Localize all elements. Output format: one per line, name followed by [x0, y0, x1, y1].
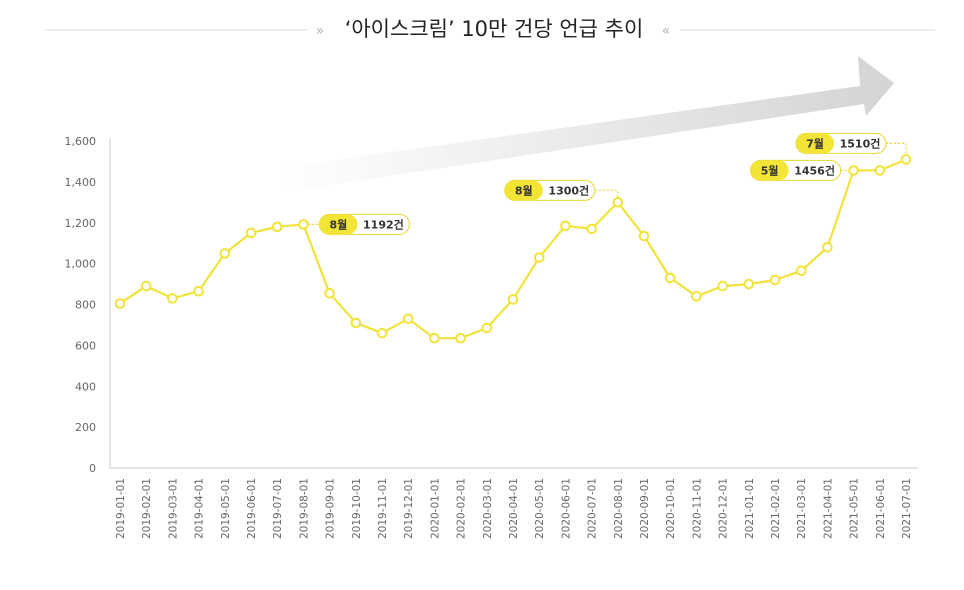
data-point	[612, 197, 624, 208]
data-point	[219, 248, 231, 259]
data-point	[350, 317, 362, 329]
x-tick-label: 2019-01-01	[115, 478, 127, 539]
y-tick-label: 200	[75, 421, 96, 434]
callout-value: 1510건	[840, 136, 881, 150]
callout: 5월 1456건	[750, 159, 849, 181]
callout: 8월 1300건	[504, 179, 619, 201]
data-point	[245, 227, 257, 239]
data-point	[402, 313, 414, 325]
x-tick-label: 2021-01-01	[744, 478, 756, 539]
data-point	[795, 265, 807, 277]
x-tick-label: 2020-09-01	[639, 478, 651, 539]
y-tick-label: 400	[75, 380, 96, 393]
x-tick-label: 2019-12-01	[403, 478, 415, 539]
x-tick-label: 2020-02-01	[456, 478, 468, 539]
x-tick-label: 2021-05-01	[849, 478, 861, 539]
x-tick-labels: 2019-01-01 2019-02-01 2019-03-01 2019-04-01…	[115, 478, 913, 539]
callout-month-badge	[319, 214, 358, 235]
data-point	[560, 220, 571, 232]
callout-leader	[886, 142, 907, 155]
x-tick-label: 2021-07-01	[901, 478, 913, 539]
trend-arrow	[278, 56, 894, 192]
callout-value: 1456건	[794, 163, 835, 177]
callout-month: 8월	[330, 217, 348, 231]
callouts: 8월 1192건 8월 1300건 5월 1456건 7월 1510건	[308, 132, 907, 235]
data-point	[193, 285, 204, 297]
data-point	[848, 165, 859, 176]
x-tick-label: 2021-06-01	[875, 478, 887, 539]
x-tick-label: 2019-11-01	[377, 478, 389, 539]
y-tick-label: 0	[89, 462, 96, 475]
data-point	[376, 327, 388, 339]
y-tick-label: 1,600	[65, 135, 97, 148]
data-point	[769, 274, 781, 286]
x-tick-label: 2020-01-01	[429, 478, 441, 539]
data-point	[481, 322, 493, 334]
y-tick-label: 1,400	[65, 176, 97, 189]
x-tick-label: 2020-11-01	[691, 478, 703, 539]
x-tick-label: 2020-07-01	[587, 478, 599, 539]
x-tick-label: 2021-03-01	[796, 478, 808, 539]
data-point	[114, 298, 126, 309]
callout-value: 1300건	[548, 183, 589, 197]
callout-month: 8월	[515, 183, 533, 197]
y-tick-label: 1,000	[65, 258, 97, 271]
data-point	[691, 291, 702, 302]
callout: 8월 1192건	[308, 213, 410, 235]
x-tick-label: 2020-03-01	[482, 478, 494, 539]
x-tick-label: 2019-05-01	[220, 478, 232, 539]
title-deco-right: «	[662, 23, 671, 39]
y-tick-label: 600	[75, 339, 96, 352]
x-tick-label: 2019-09-01	[325, 478, 337, 539]
data-point	[271, 221, 283, 233]
y-tick-labels: 0 200 400 600 800 1,000 1,200 1,400 1,600	[65, 135, 97, 475]
title-deco-left: »	[316, 23, 325, 39]
data-point	[586, 223, 597, 235]
data-point	[717, 280, 728, 292]
data-point	[874, 165, 886, 176]
x-tick-label: 2019-04-01	[194, 478, 206, 539]
data-point	[507, 294, 519, 305]
data-point	[533, 252, 545, 263]
x-tick-label: 2019-06-01	[246, 478, 258, 539]
data-point	[324, 287, 335, 299]
data-point	[140, 280, 152, 292]
x-tick-label: 2020-04-01	[508, 478, 520, 539]
x-tick-label: 2020-05-01	[534, 478, 546, 539]
data-point	[822, 241, 833, 253]
x-tick-label: 2019-03-01	[167, 478, 179, 539]
x-tick-label: 2021-02-01	[770, 478, 782, 539]
chart-title: ‘아이스크림’ 10만 건당 언급 추이	[345, 17, 644, 41]
data-point	[743, 278, 755, 290]
data-point	[429, 332, 440, 344]
callout-month-badge	[750, 160, 789, 181]
data-point	[455, 332, 466, 344]
x-tick-label: 2021-04-01	[822, 478, 834, 539]
callout: 7월 1510건	[795, 132, 907, 155]
x-tick-label: 2020-08-01	[613, 478, 625, 539]
data-point	[167, 293, 178, 304]
data-point	[298, 219, 309, 230]
x-tick-label: 2019-10-01	[351, 478, 363, 539]
callout-month: 5월	[761, 163, 779, 177]
callout-value: 1192건	[363, 217, 404, 231]
callout-month-badge	[504, 180, 543, 201]
x-tick-label: 2020-12-01	[718, 478, 730, 539]
callout-month: 7월	[806, 136, 824, 150]
callout-month-badge	[796, 133, 834, 154]
x-tick-label: 2019-02-01	[141, 478, 153, 539]
y-tick-label: 800	[75, 299, 96, 312]
data-point	[638, 230, 650, 242]
x-tick-label: 2020-10-01	[665, 478, 677, 539]
y-tick-label: 1,200	[65, 217, 97, 230]
x-tick-label: 2020-06-01	[560, 478, 572, 539]
plot-area	[114, 154, 912, 344]
data-point	[664, 272, 676, 284]
data-point	[900, 154, 912, 165]
callout-leader	[594, 189, 619, 198]
x-tick-label: 2019-07-01	[272, 478, 284, 539]
x-tick-label: 2019-08-01	[298, 478, 310, 539]
